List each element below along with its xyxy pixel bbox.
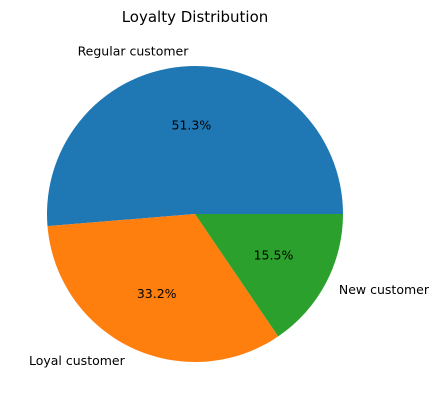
pie-slice-regular-customer bbox=[47, 66, 344, 227]
chart-title: Loyalty Distribution bbox=[122, 8, 269, 26]
pie-pct-label: 15.5% bbox=[254, 248, 294, 263]
pie-category-label: Loyal customer bbox=[29, 353, 126, 368]
pie-slices bbox=[47, 66, 344, 363]
pie-pct-label: 33.2% bbox=[137, 286, 177, 301]
pie-labels: 51.3% Regular customer 33.2% Loyal customer… bbox=[29, 43, 430, 368]
pie-category-label: New customer bbox=[339, 282, 430, 297]
pie-pct-label: 51.3% bbox=[172, 117, 212, 132]
pie-slice-loyal-customer bbox=[47, 214, 279, 363]
pie-slice-new-customer bbox=[195, 214, 343, 337]
pie-category-label: Regular customer bbox=[78, 43, 190, 58]
